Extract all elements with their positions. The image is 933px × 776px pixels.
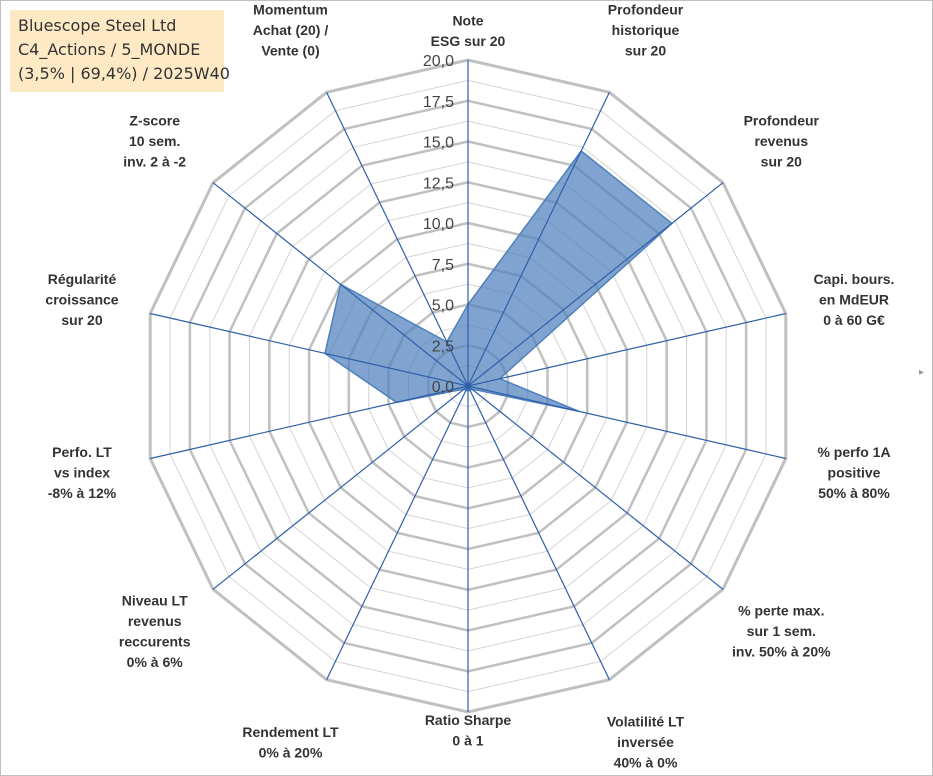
axis-label-line: 10 sem.: [129, 133, 180, 149]
axis-label-line: 50% à 80%: [818, 485, 890, 501]
axis-label: Volatilité LT inversée 40% à 0%: [607, 714, 685, 771]
axis-label-line: Z-score: [129, 113, 180, 129]
axis-label-line: Niveau LT: [122, 592, 188, 608]
axis-label: Perfo. LT vs index -8% à 12%: [48, 444, 117, 501]
tick-label: 17,5: [423, 94, 454, 111]
axis-spoke: [326, 385, 469, 680]
axis-label-line: Rendement LT: [242, 724, 339, 740]
axis-label-line: Profondeur: [608, 1, 684, 17]
axis-label-line: Note: [452, 13, 483, 29]
axis-label-line: % perte max.: [738, 603, 824, 619]
axis-label-line: Volatilité LT: [607, 714, 685, 730]
axis-spoke: [467, 385, 610, 680]
tick-label: 0,0: [432, 379, 454, 396]
axis-label-line: ESG sur 20: [431, 33, 506, 49]
axis-spoke: [467, 385, 724, 590]
axis-spoke: [467, 182, 724, 387]
axis-label-line: revenus: [754, 133, 808, 149]
axis-spoke: [467, 312, 786, 387]
axis-label: Note ESG sur 20: [431, 13, 506, 50]
title-line-category: C4_Actions / 5_MONDE: [18, 40, 201, 59]
tick-label: 7,5: [432, 257, 454, 274]
axis-label-line: inversée: [617, 734, 674, 750]
axis-label-line: croissance: [45, 291, 118, 307]
axis-label-line: Momentum: [253, 1, 328, 17]
axis-label-line: % perfo 1A: [817, 444, 890, 460]
axis-label-line: inv. 50% à 20%: [732, 644, 831, 660]
axis-label-line: Capi. bours.: [814, 271, 895, 287]
axis-label-line: positive: [828, 465, 881, 481]
axis-label: Rendement LT 0% à 20%: [242, 724, 339, 761]
axis-spoke: [467, 385, 786, 460]
axis-label-line: Vente (0): [261, 42, 319, 58]
tick-label: 12,5: [423, 175, 454, 192]
axis-label-line: sur 20: [61, 312, 102, 328]
axis-label-line: 0 à 60 G€: [823, 312, 885, 328]
axis-label-line: Ratio Sharpe: [425, 712, 512, 728]
axis-spoke: [150, 312, 469, 387]
axis-label-line: en MdEUR: [819, 291, 889, 307]
tick-label: 5,0: [432, 298, 454, 315]
axis-label-line: 0% à 6%: [127, 654, 184, 670]
axis-label-line: Profondeur: [744, 113, 820, 129]
axis-label-line: Achat (20) /: [253, 22, 329, 38]
axis-label-line: 0% à 20%: [259, 744, 323, 760]
axis-label-line: inv. 2 à -2: [123, 154, 186, 170]
axis-spoke: [467, 92, 610, 387]
axis-spoke: [150, 385, 469, 460]
axis-label-line: Perfo. LT: [52, 444, 112, 460]
tick-label: 15,0: [423, 135, 454, 152]
axis-label-line: revenus: [128, 613, 182, 629]
axis-label: % perfo 1A positive 50% à 80%: [817, 444, 890, 501]
axis-spoke: [212, 385, 469, 590]
axis-label: Profondeur historique sur 20: [608, 1, 684, 58]
axis-label-line: reccurents: [119, 633, 191, 649]
axis-label-line: sur 1 sem.: [747, 623, 816, 639]
axis-label: Profondeur revenus sur 20: [744, 113, 820, 170]
axis-label-line: historique: [612, 22, 680, 38]
axis-spoke: [326, 92, 469, 387]
axis-label: Régularité croissance sur 20: [45, 271, 118, 328]
axis-label: Momentum Achat (20) / Vente (0): [253, 1, 329, 58]
title-line-company: Bluescope Steel Ltd: [18, 16, 177, 35]
scroll-right-arrow-icon[interactable]: ▸: [919, 367, 925, 378]
axis-label-line: vs index: [54, 465, 110, 481]
axis-label: Capi. bours. en MdEUR 0 à 60 G€: [814, 271, 895, 328]
axis-label: Niveau LT revenus reccurents 0% à 6%: [119, 592, 191, 670]
tick-label: 20,0: [423, 53, 454, 70]
axis-label-line: Régularité: [48, 271, 117, 287]
tick-label: 10,0: [423, 216, 454, 233]
axis-label-line: 0 à 1: [452, 732, 483, 748]
title-line-stats: (3,5% | 69,4%) / 2025W40: [18, 64, 230, 83]
axis-label-line: sur 20: [625, 42, 666, 58]
axis-label-line: sur 20: [761, 154, 802, 170]
tick-label: 2,5: [432, 338, 454, 355]
axis-label-line: 40% à 0%: [614, 755, 678, 771]
axis-label: Ratio Sharpe 0 à 1: [425, 712, 512, 749]
axis-label: % perte max. sur 1 sem. inv. 50% à 20%: [732, 603, 831, 660]
axis-label: Z-score 10 sem. inv. 2 à -2: [123, 113, 186, 170]
axis-spoke: [212, 182, 469, 387]
axis-label-line: -8% à 12%: [48, 485, 117, 501]
title-box: Bluescope Steel Ltd C4_Actions / 5_MONDE…: [10, 10, 230, 92]
